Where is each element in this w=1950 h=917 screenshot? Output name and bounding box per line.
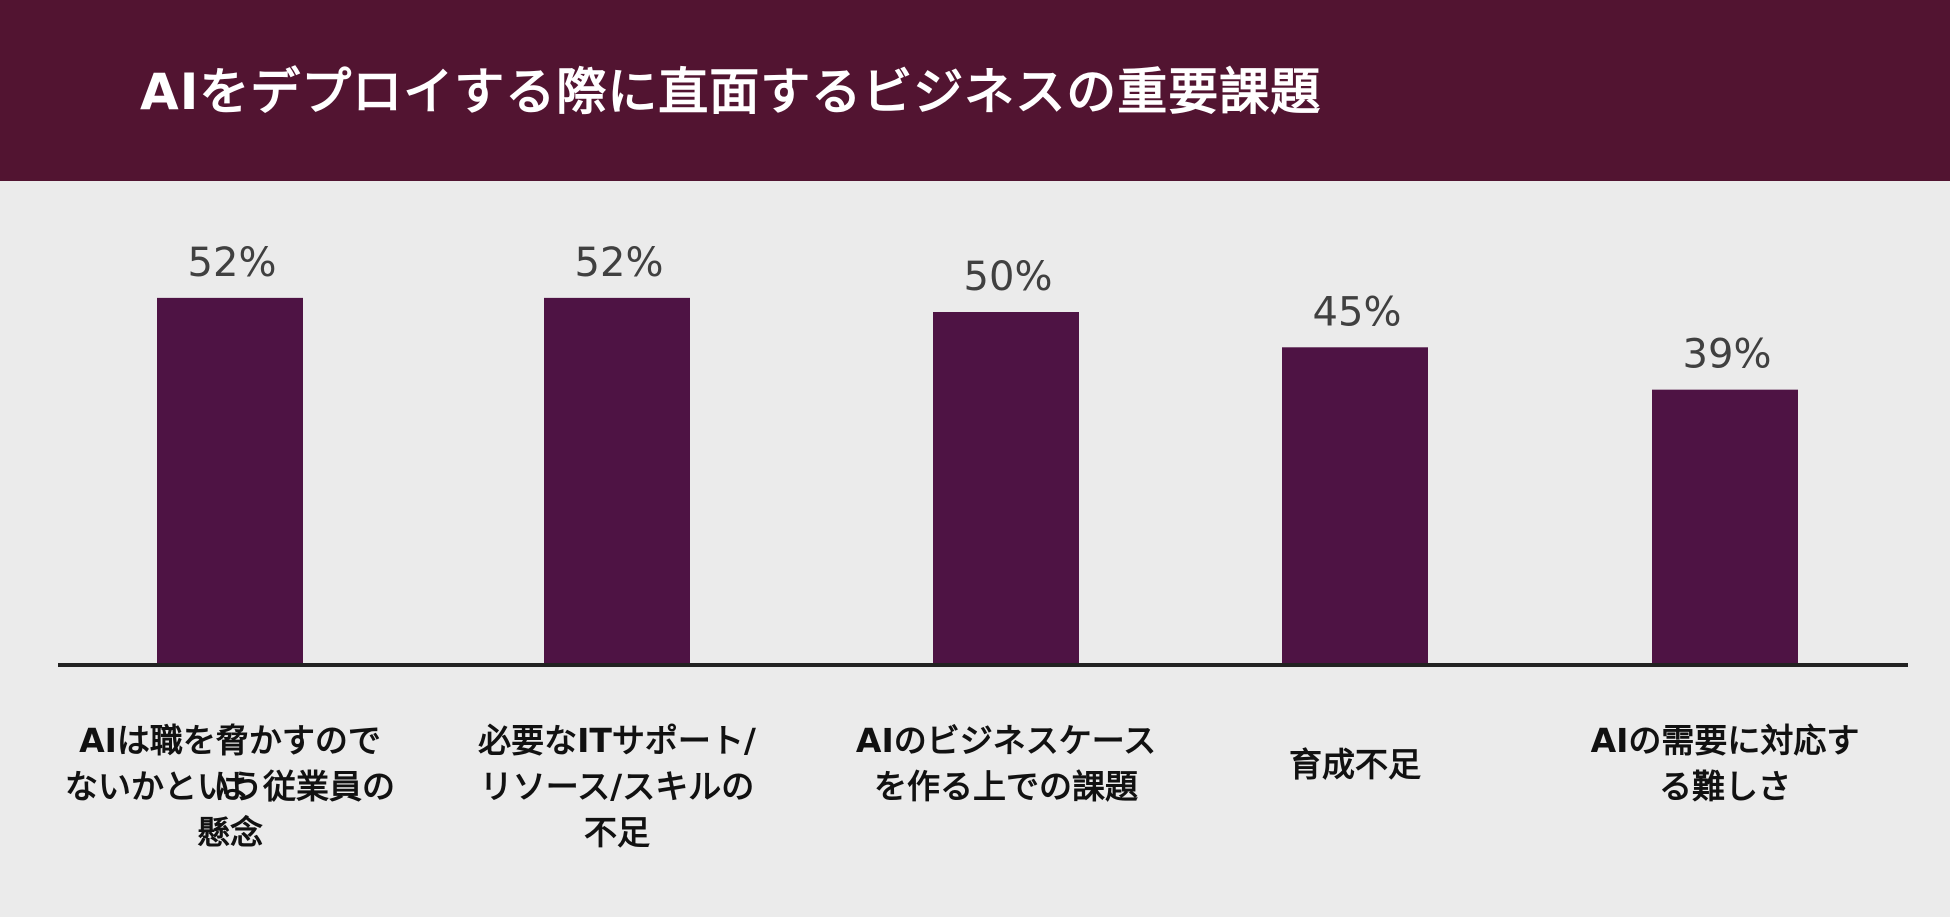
category-label-4: 育成不足 — [1190, 742, 1520, 788]
category-label-3: AIのビジネスケース を作る上での課題 — [841, 718, 1171, 810]
value-label-2: 52% — [575, 240, 664, 286]
value-label-5: 39% — [1683, 332, 1772, 378]
chart-title: AIをデプロイする際に直面するビジネスの重要課題 — [140, 63, 1322, 121]
category-label-5-line-1: AIの需要に対応す — [1590, 721, 1860, 760]
category-label-5-line-2: る難しさ — [1659, 767, 1791, 806]
value-label-3: 50% — [964, 254, 1053, 300]
bars-group — [157, 297, 1798, 665]
category-label-2-line-1: 必要なITサポート/ — [478, 721, 756, 760]
bar-chart: 52% 52% 50% 45% 39% — [58, 240, 1908, 667]
bar-3 — [933, 312, 1079, 665]
category-label-5: AIの需要に対応す る難しさ — [1560, 718, 1890, 810]
category-label-2-line-2: リソース/スキルの — [479, 767, 755, 806]
category-label-1-line-1: AIは職を脅かすのでは — [79, 721, 381, 807]
category-label-3-line-1: AIのビジネスケース — [855, 721, 1157, 760]
category-label-3-line-2: を作る上での課題 — [874, 767, 1138, 806]
value-labels-group: 52% 52% 50% 45% 39% — [188, 240, 1772, 378]
bar-5 — [1652, 389, 1798, 665]
value-label-4: 45% — [1313, 289, 1402, 335]
category-label-2: 必要なITサポート/リソース/スキルの 不足 — [452, 718, 782, 856]
value-label-1: 52% — [188, 240, 277, 286]
category-label-1: AIは職を脅かすのでは ないかという従業員の 懸念 — [65, 718, 395, 856]
chart-header: AIをデプロイする際に直面するビジネスの重要課題 — [0, 0, 1950, 181]
bar-2 — [544, 297, 690, 665]
bar-1 — [157, 297, 303, 665]
category-label-1-line-3: 懸念 — [197, 813, 263, 852]
category-label-1-line-2: ないかという従業員の — [65, 767, 395, 806]
category-label-4-line-1: 育成不足 — [1289, 745, 1421, 784]
bar-4 — [1282, 347, 1428, 665]
category-label-2-line-3: 不足 — [584, 813, 650, 852]
